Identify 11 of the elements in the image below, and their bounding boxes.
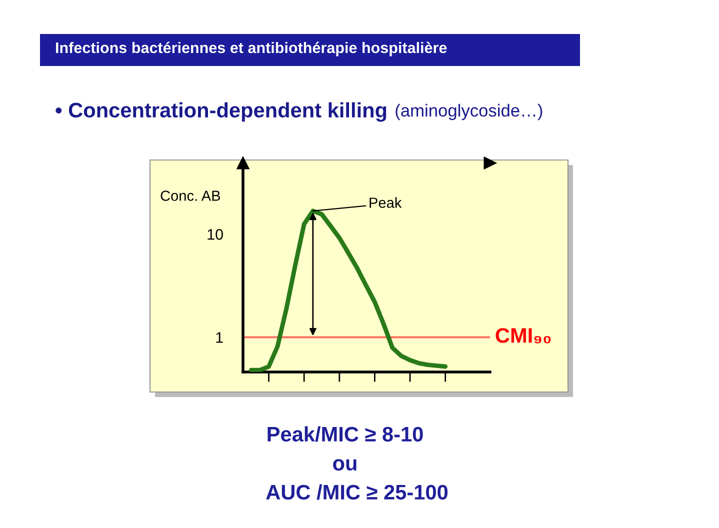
text: Peak/MIC ≥ 8-10 — [268, 426, 423, 442]
y-axis-title: Conc. AB — [160, 190, 220, 201]
y-tick-label: 1 — [216, 332, 223, 343]
y-tick-label: 10 — [208, 229, 223, 240]
line-series — [248, 208, 448, 372]
chart-title: Infections bactériennes et antibiothérapie hospitalière — [56, 42, 447, 56]
text: AUC /MIC ≥ 25-100 — [266, 484, 448, 500]
annotation: Peak — [370, 197, 402, 208]
ref-line-label: CMI₉₀ — [496, 328, 551, 344]
chart-subtitle: • Concentration-dependent killing (aminoglycoside…) — [56, 102, 542, 122]
text: ou — [333, 459, 356, 471]
